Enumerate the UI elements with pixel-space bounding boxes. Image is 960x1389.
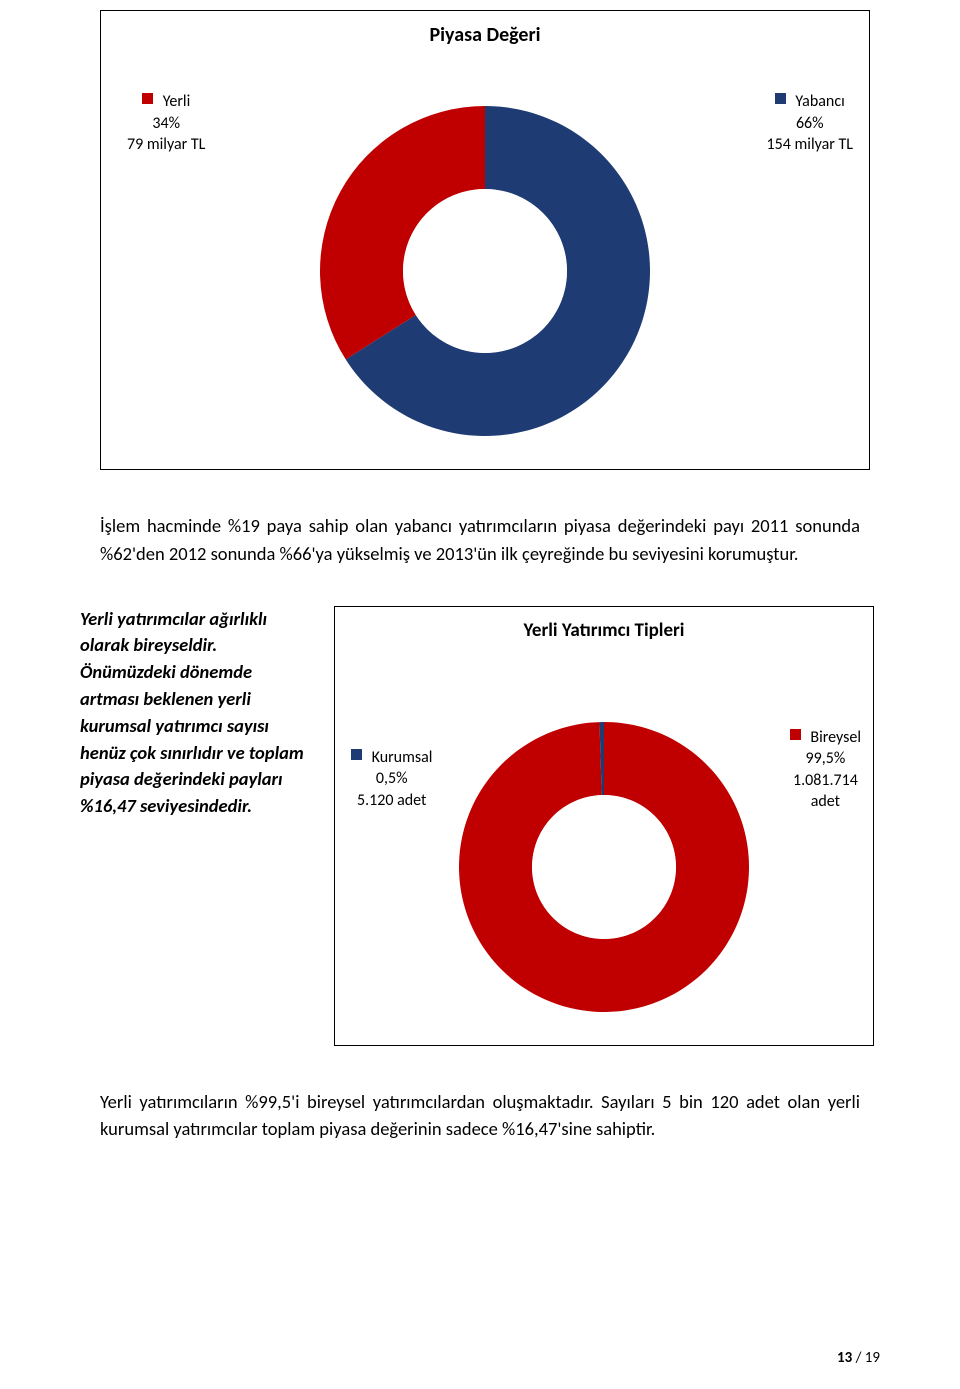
donut-chart: [315, 101, 655, 441]
legend-text: Bireysel: [810, 728, 861, 747]
side-note: Yerli yatırımcılar ağırlıklı olarak bire…: [80, 606, 310, 1046]
chart2-legend-bireysel: Bireysel 99,5% 1.081.714 adet: [790, 727, 861, 813]
chart-piyasa-degeri: Piyasa Değeri Yerli 34% 79 milyar TL Yab…: [100, 10, 870, 470]
legend-text: 99,5%: [806, 749, 846, 768]
legend-text: Yerli: [163, 92, 191, 111]
legend-text: Kurumsal: [372, 748, 433, 767]
chart1-legend-yabanci: Yabancı 66% 154 milyar TL: [767, 91, 853, 156]
legend-text: 66%: [796, 114, 824, 133]
chart1-title: Piyasa Değeri: [101, 11, 869, 47]
legend-text: 1.081.714: [793, 771, 858, 790]
square-icon: [775, 93, 786, 104]
page-number: 13 / 19: [837, 1349, 880, 1367]
legend-text: 5.120 adet: [357, 791, 426, 810]
paragraph: Yerli yatırımcıların %99,5'i bireysel ya…: [100, 1088, 860, 1144]
chart1-legend-yerli: Yerli 34% 79 milyar TL: [127, 91, 205, 156]
legend-text: 154 milyar TL: [767, 135, 853, 154]
legend-text: 0,5%: [376, 769, 408, 788]
chart-yerli-yatirimci-tipleri: Yerli Yatırımcı Tipleri Kurumsal 0,5% 5.…: [334, 606, 874, 1046]
paragraph: İşlem hacminde %19 paya sahip olan yaban…: [100, 512, 860, 568]
legend-text: 34%: [152, 114, 180, 133]
legend-text: adet: [811, 792, 840, 811]
legend-text: Yabancı: [795, 92, 844, 111]
donut-chart: [454, 717, 754, 1017]
square-icon: [142, 93, 153, 104]
legend-text: 79 milyar TL: [127, 135, 205, 154]
chart2-legend-kurumsal: Kurumsal 0,5% 5.120 adet: [351, 747, 432, 812]
chart2-title: Yerli Yatırımcı Tipleri: [335, 607, 873, 642]
square-icon: [790, 729, 801, 740]
square-icon: [351, 749, 362, 760]
